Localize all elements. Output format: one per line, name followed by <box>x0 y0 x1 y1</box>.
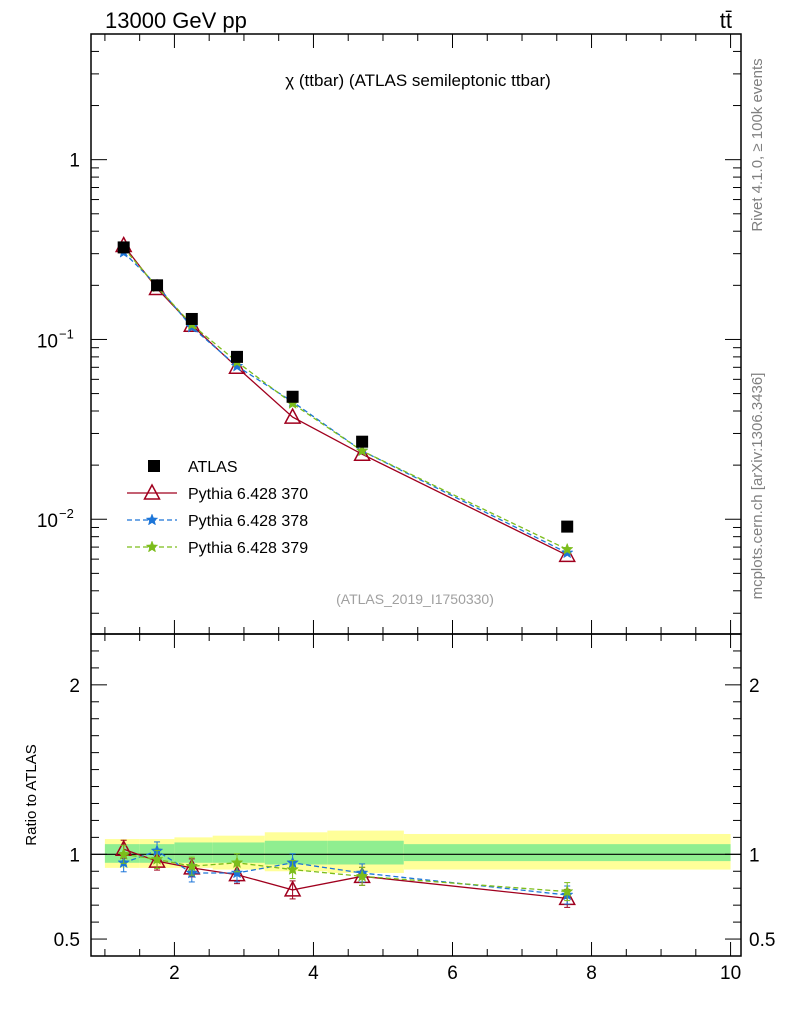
series-1-group <box>114 235 576 563</box>
series-0-point <box>185 312 198 325</box>
ratio-y-label: Ratio to ATLAS <box>23 744 40 845</box>
series-2-point <box>230 359 244 372</box>
legend: ATLAS Pythia 6.428 370 Pythia 6.428 378 Pyt… <box>127 459 308 557</box>
x-tick-label: 6 <box>447 963 458 984</box>
main-panel: 110−110−2 χ (ttbar) (ATLAS semileptonic … <box>37 33 742 635</box>
y-tick-label: 10 <box>37 511 58 532</box>
ratio-series-3-point <box>355 869 369 882</box>
series-2-group <box>117 245 574 559</box>
series-1-point <box>283 407 302 424</box>
legend-label: Pythia 6.428 378 <box>188 513 308 530</box>
chart-title: χ (ttbar) (ATLAS semileptonic ttbar) <box>285 71 551 90</box>
ratio-series <box>114 839 576 908</box>
ratio-tick-label: 0.5 <box>54 930 80 951</box>
x-tick-label: 10 <box>720 963 741 984</box>
ratio-series-3-group <box>117 844 574 902</box>
main-ticks: 110−110−2 <box>37 33 741 634</box>
series-1-point <box>228 357 246 375</box>
series-0-point <box>561 520 574 533</box>
header-right-label: tt̄ <box>720 8 732 33</box>
ratio-series-2-point <box>230 866 244 879</box>
inner-band <box>327 840 404 865</box>
inner-band <box>264 840 328 865</box>
x-tick-label: 4 <box>308 963 319 984</box>
legend-label: Pythia 6.428 379 <box>188 540 308 557</box>
rivet-label: Rivet 4.1.0, ≥ 100k events <box>749 58 766 231</box>
x-tick-label: 2 <box>169 963 180 984</box>
ratio-series-3-point <box>150 852 164 865</box>
ratio-tick-label-right: 0.5 <box>749 930 775 951</box>
ratio-panel: 2 4 6 8 10 0.5 0.5 1 1 2 2 Ratio to ATLAS <box>23 633 775 984</box>
legend-item: Pythia 6.428 378 <box>127 513 308 530</box>
inner-band <box>174 842 213 863</box>
legend-label: ATLAS <box>188 459 238 476</box>
ratio-bands <box>91 830 741 873</box>
series-3-group <box>117 241 574 555</box>
ratio-series-1-point <box>283 880 302 897</box>
series-3-line <box>123 247 568 550</box>
ratio-series-3-point <box>185 859 199 872</box>
legend-label: Pythia 6.428 370 <box>188 486 308 503</box>
legend-marker <box>145 540 159 553</box>
ratio-tick-label: 1 <box>69 845 80 866</box>
x-tick-label: 8 <box>586 963 597 984</box>
ratio-frame <box>90 633 742 957</box>
legend-marker <box>145 513 159 526</box>
main-series <box>114 235 576 563</box>
header-left-label: 13000 GeV pp <box>105 8 247 33</box>
series-1-line <box>123 245 568 556</box>
legend-marker <box>148 460 160 472</box>
ratio-ticks: 2 4 6 8 10 0.5 0.5 1 1 2 2 <box>54 634 775 984</box>
y-tick-exponent: −1 <box>59 326 74 341</box>
series-0-point <box>117 241 130 254</box>
legend-marker <box>143 483 161 500</box>
y-tick-label: 1 <box>69 151 80 172</box>
series-0-point <box>286 390 299 403</box>
ratio-tick-label-right: 2 <box>749 676 760 697</box>
y-tick-label: 10 <box>37 331 58 352</box>
inner-band <box>212 842 265 863</box>
y-tick-exponent: −2 <box>59 506 74 521</box>
ratio-series-3-point <box>117 847 131 860</box>
series-0-point <box>356 435 369 448</box>
series-2-line <box>123 251 568 554</box>
ratio-series-3-point <box>286 862 299 875</box>
series-2-point <box>560 546 574 559</box>
ratio-tick-label: 2 <box>69 676 80 697</box>
series-3-point <box>355 444 369 457</box>
ratio-series-3-point <box>560 884 574 898</box>
inner-band <box>403 844 731 862</box>
ratio-tick-label-right: 1 <box>749 845 760 866</box>
legend-item: ATLAS <box>148 459 238 476</box>
mcplots-label: mcplots.cern.ch [arXiv:1306.3436] <box>749 373 766 600</box>
analysis-id: (ATLAS_2019_I1750330) <box>336 591 494 607</box>
series-0-point <box>151 279 164 292</box>
series-0-point <box>230 350 243 363</box>
series-3-point <box>560 542 574 555</box>
series-0-group <box>117 241 574 533</box>
ratio-series-3-point <box>230 856 244 869</box>
legend-item: Pythia 6.428 379 <box>127 540 308 557</box>
legend-item: Pythia 6.428 370 <box>127 483 308 503</box>
